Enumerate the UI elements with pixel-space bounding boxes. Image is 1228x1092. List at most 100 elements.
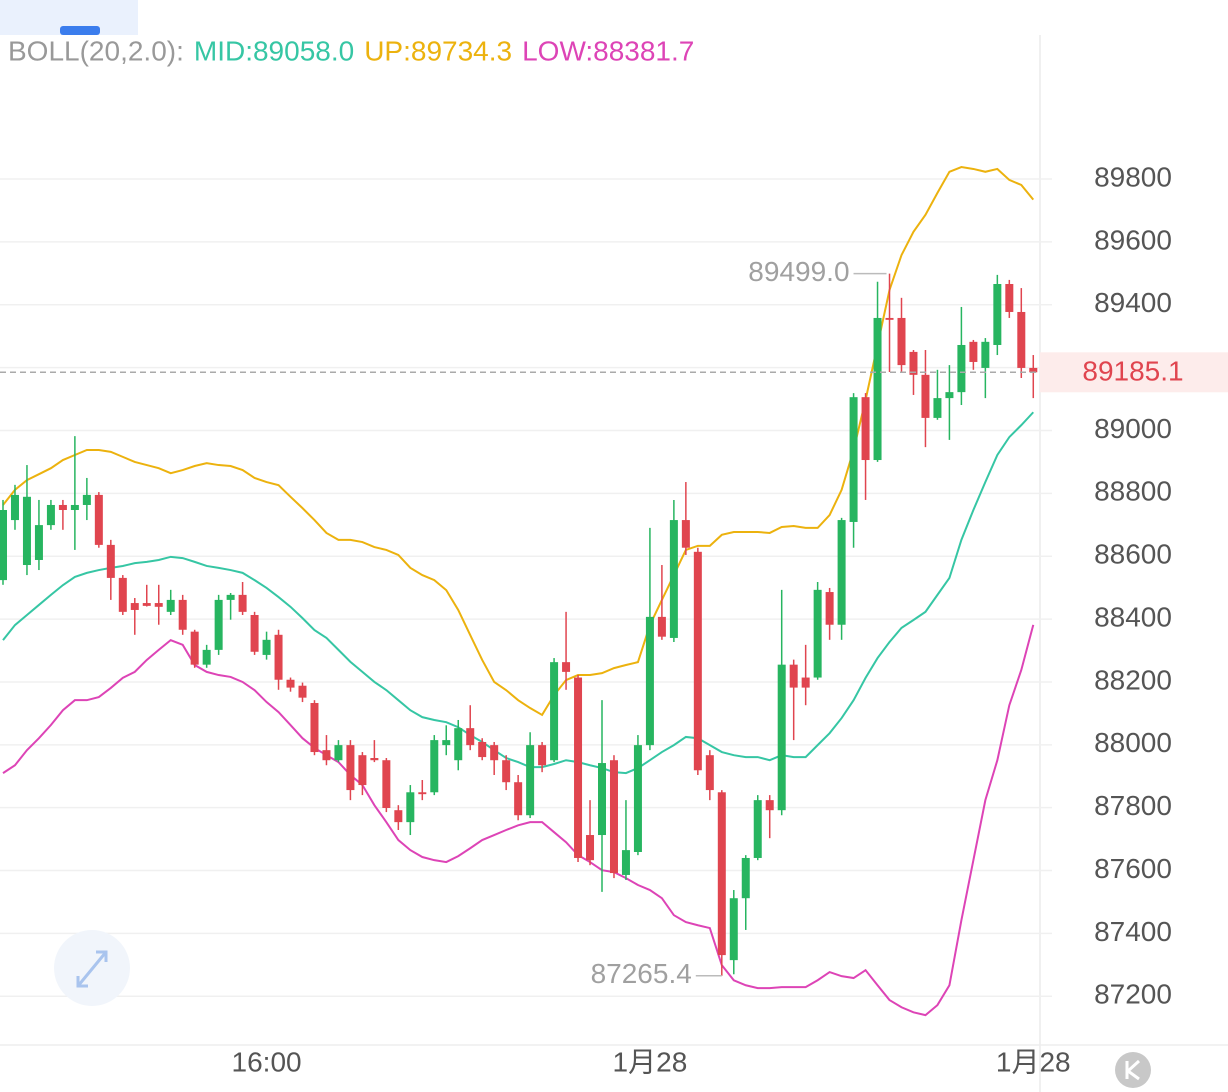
current-price-box: [1040, 352, 1228, 393]
candle-body: [765, 800, 774, 811]
y-tick-label: 88200: [1094, 664, 1172, 695]
candle-body: [322, 750, 331, 761]
candle-body: [657, 616, 666, 637]
candle-body: [550, 662, 559, 761]
expand-button[interactable]: [54, 930, 130, 1006]
candle-body: [82, 494, 91, 505]
candle-body: [238, 594, 247, 612]
y-tick-label: 88000: [1094, 727, 1172, 758]
candle-body: [693, 551, 702, 771]
x-tick-label: 16:00: [232, 1046, 302, 1077]
candle-body: [717, 792, 726, 956]
candle-body: [22, 496, 31, 566]
y-tick-label: 87600: [1094, 853, 1172, 884]
candle-body: [586, 835, 595, 861]
candle-body: [334, 745, 343, 761]
candle-body: [70, 504, 79, 511]
candle-body: [250, 614, 259, 652]
candle-body: [130, 603, 139, 610]
band-line: [2, 411, 1035, 775]
candle-body: [310, 703, 319, 753]
candle-body: [957, 344, 966, 393]
candle-body: [1017, 311, 1026, 368]
max-label: 89499.0: [748, 256, 849, 287]
y-tick-label: 89600: [1094, 224, 1172, 255]
candle-body: [346, 745, 355, 791]
candle-body: [298, 685, 307, 698]
candle-body: [729, 898, 738, 961]
candle-body: [442, 740, 451, 746]
candle-body: [969, 341, 978, 362]
candle-body: [921, 374, 930, 418]
candle-body: [118, 577, 127, 612]
candle-body: [801, 677, 810, 688]
current-price-label: 89185.1: [1082, 356, 1183, 387]
y-tick-label: 89000: [1094, 413, 1172, 444]
candles: [0, 273, 1038, 976]
candle-body: [837, 520, 846, 625]
candle-body: [454, 728, 463, 761]
candle-body: [418, 792, 427, 795]
candle-body: [633, 745, 642, 852]
y-tick-label: 89400: [1094, 287, 1172, 318]
candle-body: [274, 634, 283, 680]
candle-body: [526, 745, 535, 816]
candle-body: [466, 728, 475, 746]
kline-button[interactable]: [1115, 1052, 1151, 1088]
candle-body: [106, 544, 115, 578]
x-tick-label: 1月28: [613, 1046, 688, 1077]
candle-body: [10, 494, 19, 521]
candle-body: [0, 510, 7, 581]
candle-body: [645, 616, 654, 746]
candle-body: [214, 599, 223, 650]
y-tick-label: 88800: [1094, 476, 1172, 507]
candle-body: [430, 740, 439, 793]
y-tick-label: 88600: [1094, 539, 1172, 570]
legend-entry: LOW:88381.7: [522, 35, 694, 66]
x-tick-label: 1月28: [996, 1046, 1071, 1077]
candle-body: [286, 679, 295, 688]
candle-body: [34, 525, 43, 560]
candle-body: [94, 494, 103, 545]
candle-body: [262, 639, 271, 655]
candle-body: [502, 760, 511, 783]
candle-body: [993, 284, 1002, 345]
candle-body: [406, 792, 415, 823]
candle-body: [142, 603, 151, 606]
candle-body: [382, 760, 391, 808]
y-tick-label: 87400: [1094, 916, 1172, 947]
y-tick-label: 88400: [1094, 601, 1172, 632]
candle-body: [945, 392, 954, 399]
candle-body: [58, 504, 67, 511]
candle-body: [490, 745, 499, 761]
candle-body: [514, 782, 523, 816]
candle-body: [621, 850, 630, 875]
candle-body: [885, 317, 894, 320]
candle-body: [478, 741, 487, 758]
candle-body: [226, 594, 235, 600]
candle-body: [1005, 284, 1014, 312]
candle-body: [178, 599, 187, 630]
candle-body: [394, 810, 403, 823]
kline-button-bg[interactable]: [1115, 1052, 1151, 1088]
kline-icon: [1125, 1059, 1141, 1081]
candle-body: [849, 397, 858, 522]
y-tick-label: 87200: [1094, 979, 1172, 1010]
candle-body: [789, 664, 798, 688]
candle-body: [825, 592, 834, 625]
candle-body: [154, 603, 163, 607]
y-tick-label: 87800: [1094, 790, 1172, 821]
candle-body: [933, 398, 942, 418]
candle-body: [897, 317, 906, 366]
legend-entry: MID:89058.0: [194, 35, 354, 66]
candle-body: [909, 351, 918, 375]
tab-indicator: [60, 26, 100, 35]
candle-body: [753, 800, 762, 858]
candle-body: [981, 341, 990, 368]
legend-entry: UP:89734.3: [364, 35, 512, 66]
candle-body: [1029, 367, 1038, 373]
candle-body: [813, 589, 822, 678]
candle-body: [190, 631, 199, 665]
candle-body: [202, 649, 211, 665]
